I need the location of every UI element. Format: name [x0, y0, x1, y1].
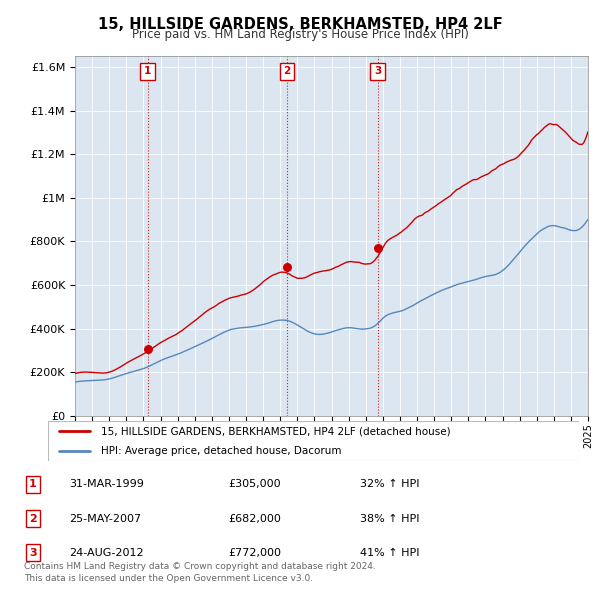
Text: £772,000: £772,000	[228, 548, 281, 558]
Point	[282, 263, 292, 272]
Text: 32% ↑ HPI: 32% ↑ HPI	[360, 480, 419, 489]
Text: 1: 1	[144, 66, 151, 76]
Text: £682,000: £682,000	[228, 514, 281, 523]
Text: Price paid vs. HM Land Registry's House Price Index (HPI): Price paid vs. HM Land Registry's House …	[131, 28, 469, 41]
Text: 41% ↑ HPI: 41% ↑ HPI	[360, 548, 419, 558]
Text: HPI: Average price, detached house, Dacorum: HPI: Average price, detached house, Daco…	[101, 447, 341, 456]
Text: 3: 3	[29, 548, 37, 558]
Text: Contains HM Land Registry data © Crown copyright and database right 2024.
This d: Contains HM Land Registry data © Crown c…	[24, 562, 376, 583]
Text: 3: 3	[374, 66, 381, 76]
Text: 2: 2	[283, 66, 290, 76]
Text: 31-MAR-1999: 31-MAR-1999	[69, 480, 144, 489]
Text: 2: 2	[29, 514, 37, 523]
Text: 25-MAY-2007: 25-MAY-2007	[69, 514, 141, 523]
Point	[143, 345, 152, 354]
Text: £305,000: £305,000	[228, 480, 281, 489]
Text: 15, HILLSIDE GARDENS, BERKHAMSTED, HP4 2LF: 15, HILLSIDE GARDENS, BERKHAMSTED, HP4 2…	[98, 17, 502, 31]
Text: 15, HILLSIDE GARDENS, BERKHAMSTED, HP4 2LF (detached house): 15, HILLSIDE GARDENS, BERKHAMSTED, HP4 2…	[101, 427, 451, 436]
Text: 38% ↑ HPI: 38% ↑ HPI	[360, 514, 419, 523]
Point	[373, 243, 382, 253]
Text: 1: 1	[29, 480, 37, 489]
Text: 24-AUG-2012: 24-AUG-2012	[69, 548, 143, 558]
